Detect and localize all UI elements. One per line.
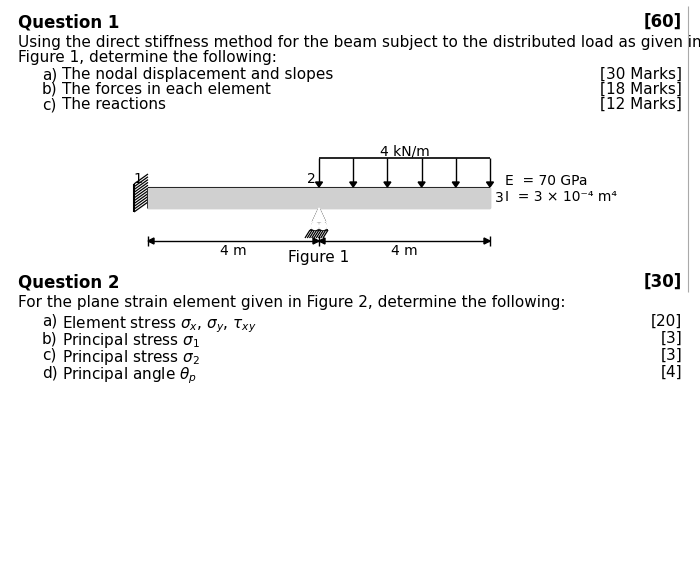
Text: [30 Marks]: [30 Marks] [600,67,682,82]
Text: 4 m: 4 m [220,244,247,258]
Text: Question 2: Question 2 [18,273,120,291]
Text: E  = 70 GPa: E = 70 GPa [505,174,587,188]
Text: 4 m: 4 m [391,244,418,258]
Text: 1: 1 [134,172,142,186]
Text: Figure 1: Figure 1 [288,250,349,265]
Text: b): b) [42,82,57,97]
Text: The nodal displacement and slopes: The nodal displacement and slopes [62,67,333,82]
Text: 4 kN/m: 4 kN/m [379,144,429,158]
Text: The reactions: The reactions [62,97,166,112]
Text: [30]: [30] [644,273,682,291]
Text: [4]: [4] [660,365,682,380]
Text: a): a) [42,67,57,82]
Text: [60]: [60] [644,13,682,31]
Text: [12 Marks]: [12 Marks] [600,97,682,112]
Text: Question 1: Question 1 [18,13,120,31]
Text: Principal stress $\sigma_2$: Principal stress $\sigma_2$ [62,348,200,367]
Text: b): b) [42,331,57,346]
Text: 3: 3 [495,191,504,205]
Text: c): c) [42,348,57,363]
Text: a): a) [42,314,57,329]
Text: d): d) [42,365,57,380]
Text: The forces in each element: The forces in each element [62,82,271,97]
Text: [20]: [20] [651,314,682,329]
Text: For the plane strain element given in Figure 2, determine the following:: For the plane strain element given in Fi… [18,295,566,310]
Text: c): c) [42,97,57,112]
Text: [18 Marks]: [18 Marks] [600,82,682,97]
Text: [3]: [3] [660,348,682,363]
Text: Principal stress $\sigma_1$: Principal stress $\sigma_1$ [62,331,200,350]
Text: Using the direct stiffness method for the beam subject to the distributed load a: Using the direct stiffness method for th… [18,35,700,50]
Text: [3]: [3] [660,331,682,346]
Text: Principal angle $\theta_p$: Principal angle $\theta_p$ [62,365,197,386]
Text: 2: 2 [307,172,316,186]
Text: Element stress $\sigma_x$, $\sigma_y$, $\tau_{xy}$: Element stress $\sigma_x$, $\sigma_y$, $… [62,314,256,335]
Text: I  = 3 × 10⁻⁴ m⁴: I = 3 × 10⁻⁴ m⁴ [505,190,617,204]
Text: Figure 1, determine the following:: Figure 1, determine the following: [18,50,277,65]
